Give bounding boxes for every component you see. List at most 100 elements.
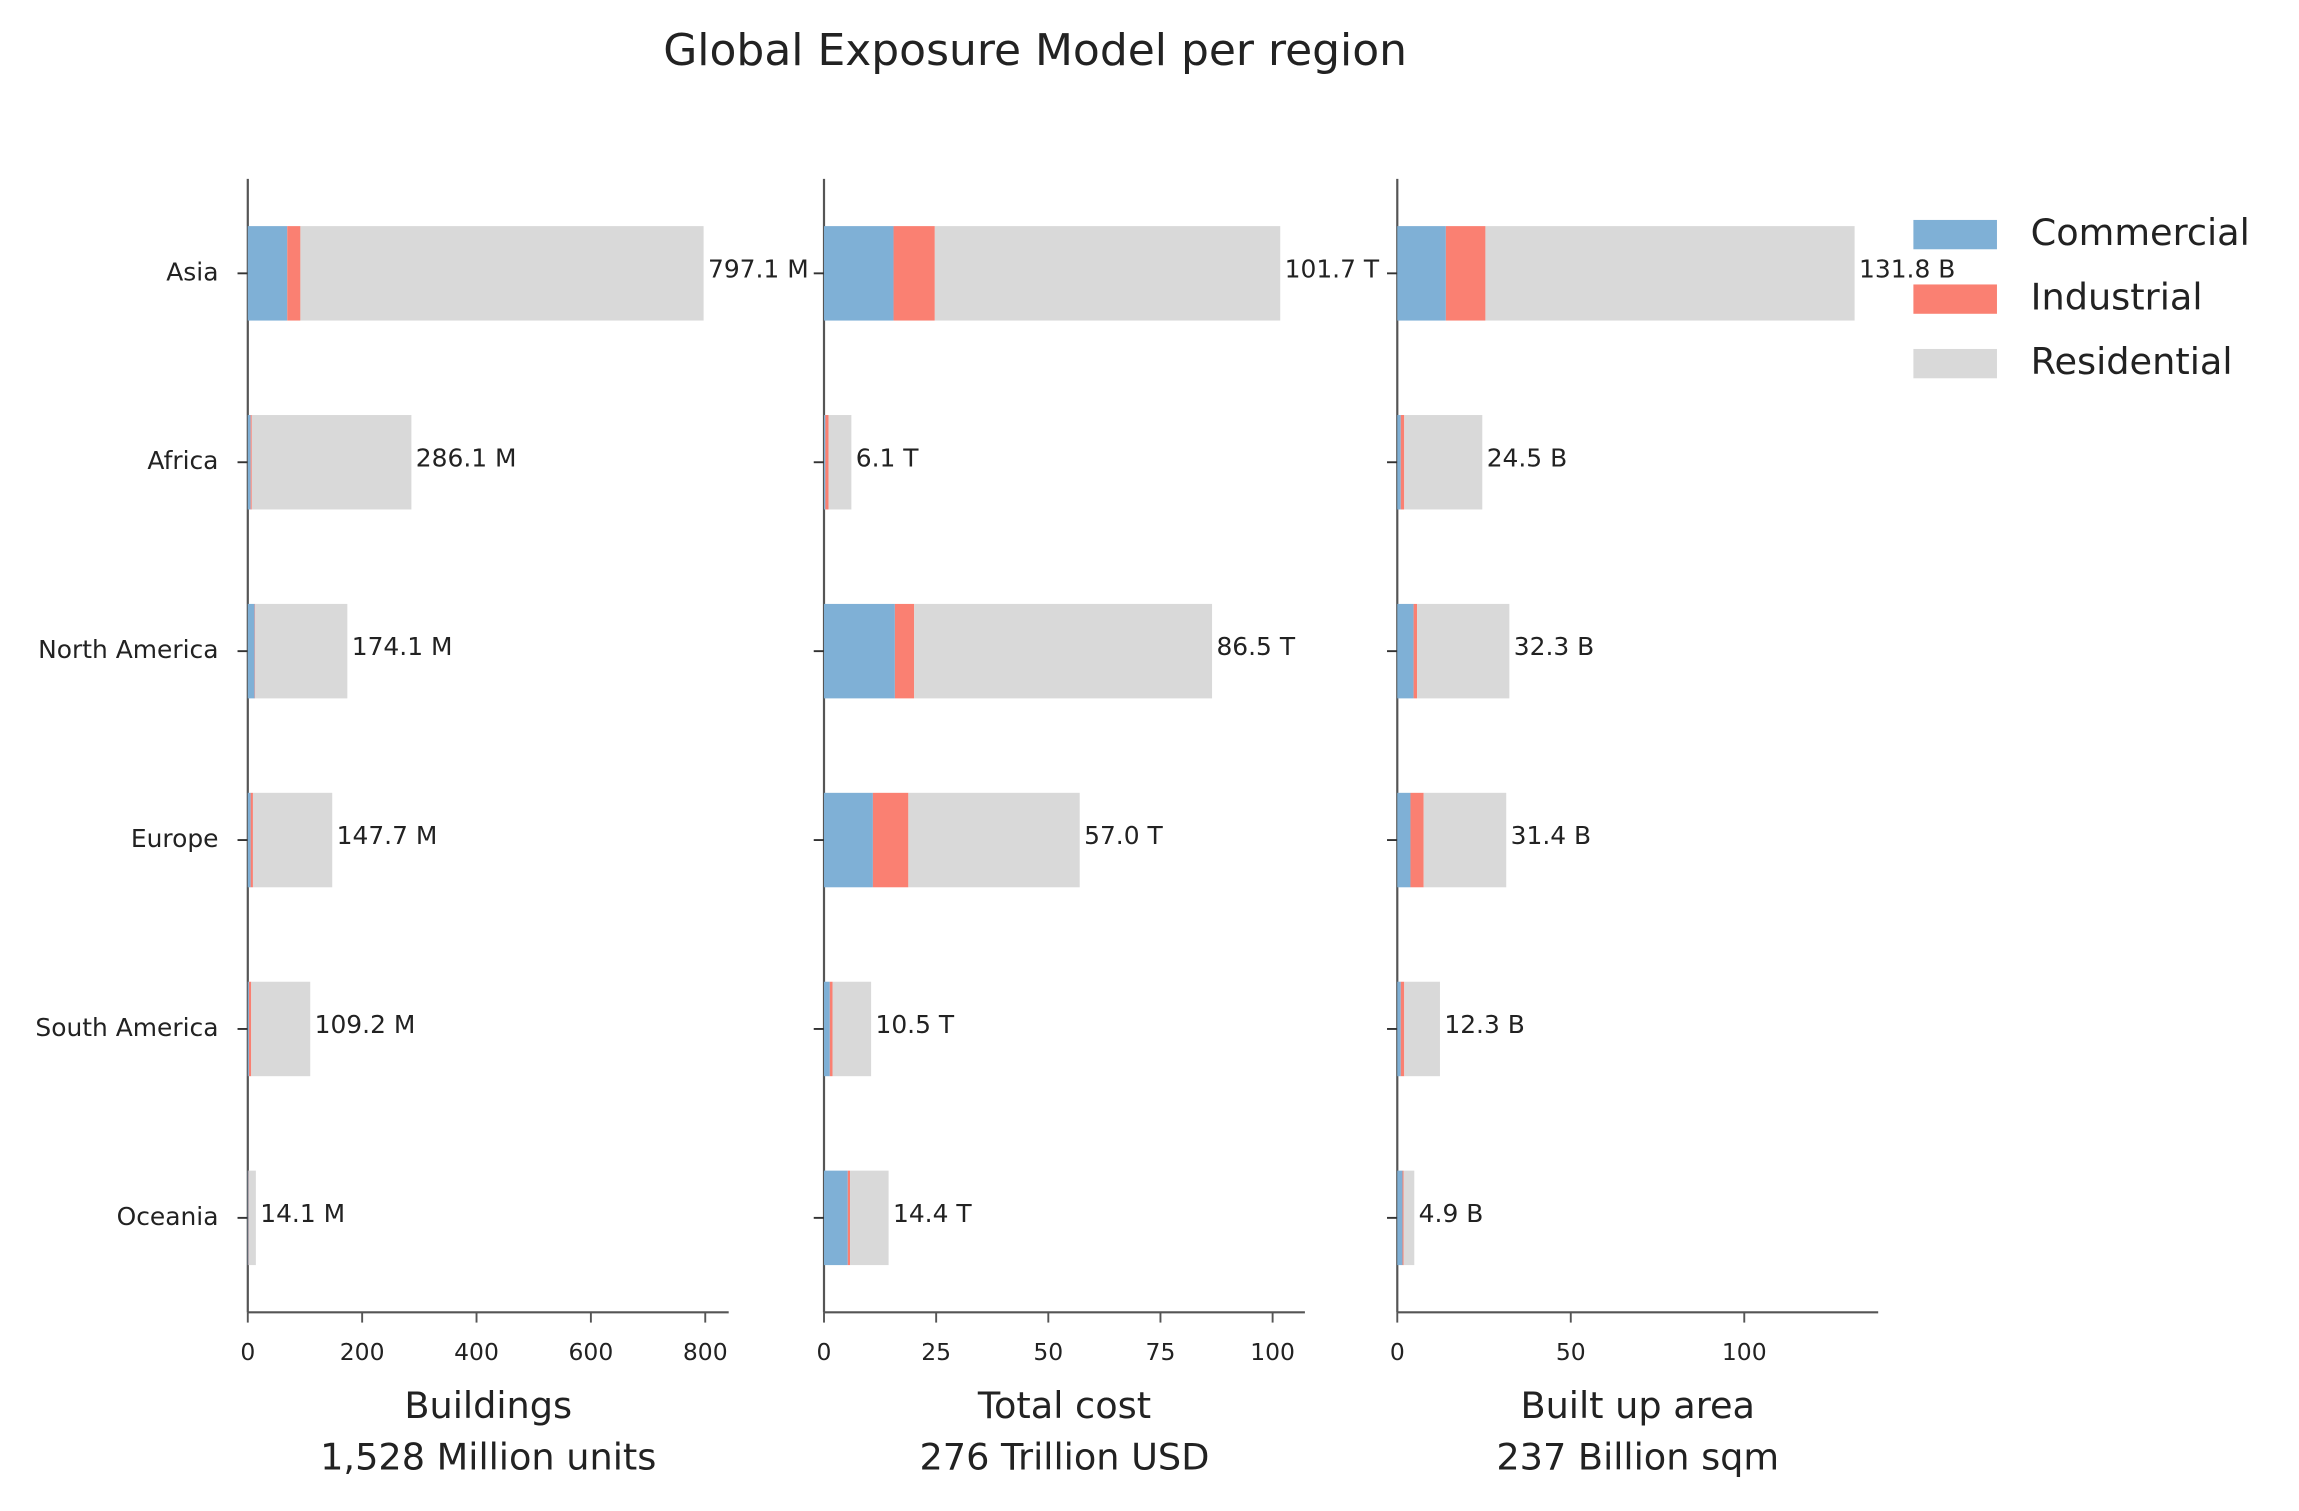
legend-label: Industrial xyxy=(2031,276,2203,319)
legend-swatch xyxy=(1913,219,1997,250)
x-tick-label: 400 xyxy=(454,1338,499,1366)
bar-segment xyxy=(1397,415,1401,510)
bar-segment xyxy=(251,415,412,510)
bar-segment xyxy=(893,226,935,321)
bar-segment xyxy=(847,1170,851,1266)
bar-segment xyxy=(250,792,253,888)
bar-segment xyxy=(251,981,311,1077)
bar-segment xyxy=(1397,603,1414,699)
bar-segment xyxy=(908,792,1080,888)
bar-segment xyxy=(1445,226,1486,321)
bar-segment xyxy=(825,415,829,510)
bar-segment xyxy=(252,792,333,888)
x-tick-label: 100 xyxy=(1250,1338,1295,1366)
total-label: 286.1 M xyxy=(416,443,517,472)
y-tick-label: Asia xyxy=(166,257,218,286)
bar-segment xyxy=(894,603,915,699)
x-axis-label: Total cost xyxy=(977,1384,1151,1427)
bar-segment xyxy=(1397,981,1401,1077)
total-label: 86.5 T xyxy=(1216,632,1295,661)
legend-label: Commercial xyxy=(2031,211,2250,254)
legend-label: Residential xyxy=(2031,340,2233,383)
x-axis-label: 237 Billion sqm xyxy=(1496,1435,1779,1478)
x-tick-label: 0 xyxy=(817,1338,832,1366)
x-tick-label: 200 xyxy=(340,1338,385,1366)
y-tick-label: Oceania xyxy=(117,1202,219,1231)
bar-segment xyxy=(824,226,894,321)
bar-segment xyxy=(255,603,348,699)
x-tick-label: 75 xyxy=(1146,1338,1176,1366)
total-label: 12.3 B xyxy=(1444,1010,1524,1039)
bar-segment xyxy=(248,1170,256,1266)
total-label: 109.2 M xyxy=(315,1010,416,1039)
bar-segment xyxy=(824,792,873,888)
y-tick-label: North America xyxy=(38,635,218,664)
bar-segment xyxy=(914,603,1213,699)
total-label: 147.7 M xyxy=(337,821,438,850)
bar-segment xyxy=(872,792,909,888)
x-axis-label: 1,528 Million units xyxy=(320,1435,656,1478)
bar-segment xyxy=(1402,1170,1404,1266)
bar-segment xyxy=(254,603,256,699)
x-axis-label: Built up area xyxy=(1520,1384,1755,1427)
total-label: 24.5 B xyxy=(1487,443,1567,472)
bar-segment xyxy=(1404,981,1440,1077)
x-axis-label: Buildings xyxy=(404,1384,572,1427)
x-tick-label: 0 xyxy=(1390,1338,1405,1366)
bar-segment xyxy=(247,1170,249,1266)
x-axis-label: 276 Trillion USD xyxy=(919,1435,1209,1478)
bar-segment xyxy=(1410,792,1424,888)
bar-segment xyxy=(1397,792,1411,888)
total-label: 4.9 B xyxy=(1419,1199,1484,1228)
bar-segment xyxy=(1404,415,1483,510)
x-tick-label: 600 xyxy=(569,1338,614,1366)
total-label: 174.1 M xyxy=(352,632,453,661)
bar-segment xyxy=(247,981,249,1077)
bar-segment xyxy=(1485,226,1855,321)
y-tick-label: South America xyxy=(35,1013,218,1042)
bar-segment xyxy=(1403,1170,1415,1266)
total-label: 797.1 M xyxy=(708,254,809,283)
bar-segment xyxy=(1397,226,1446,321)
legend-swatch xyxy=(1913,284,1997,314)
total-label: 14.1 M xyxy=(260,1199,345,1228)
x-tick-label: 50 xyxy=(1556,1338,1586,1366)
bar-segment xyxy=(1423,792,1507,888)
y-tick-label: Europe xyxy=(131,824,219,853)
bar-segment xyxy=(247,415,251,510)
bar-segment xyxy=(247,792,251,888)
bar-segment xyxy=(1413,603,1418,699)
x-tick-label: 0 xyxy=(240,1338,255,1366)
bar-segment xyxy=(248,981,252,1077)
legend-swatch xyxy=(1913,348,1997,379)
bar-segment xyxy=(300,226,704,321)
bar-segment xyxy=(1417,603,1510,699)
x-tick-label: 25 xyxy=(921,1338,951,1366)
bar-segment xyxy=(824,981,830,1077)
chart-title: Global Exposure Model per region xyxy=(663,25,1407,76)
bar-segment xyxy=(832,981,872,1077)
x-tick-label: 50 xyxy=(1033,1338,1063,1366)
bar-segment xyxy=(824,415,826,510)
bar-segment xyxy=(828,415,852,510)
total-label: 14.4 T xyxy=(893,1199,972,1228)
bar-segment xyxy=(1400,415,1405,510)
bar-segment xyxy=(934,226,1281,321)
total-label: 101.7 T xyxy=(1285,254,1380,283)
total-label: 131.8 B xyxy=(1859,254,1955,283)
x-tick-label: 100 xyxy=(1722,1338,1767,1366)
total-label: 10.5 T xyxy=(876,1010,955,1039)
bar-segment xyxy=(824,1170,848,1266)
bar-segment xyxy=(247,603,255,699)
total-label: 31.4 B xyxy=(1511,821,1591,850)
bar-segment xyxy=(829,981,833,1077)
bar-segment xyxy=(850,1170,889,1266)
x-tick-label: 800 xyxy=(683,1338,728,1366)
total-label: 32.3 B xyxy=(1514,632,1594,661)
bar-segment xyxy=(1400,981,1405,1077)
bar-segment xyxy=(1397,1170,1403,1266)
bar-segment xyxy=(824,603,895,699)
y-tick-label: Africa xyxy=(147,446,218,475)
